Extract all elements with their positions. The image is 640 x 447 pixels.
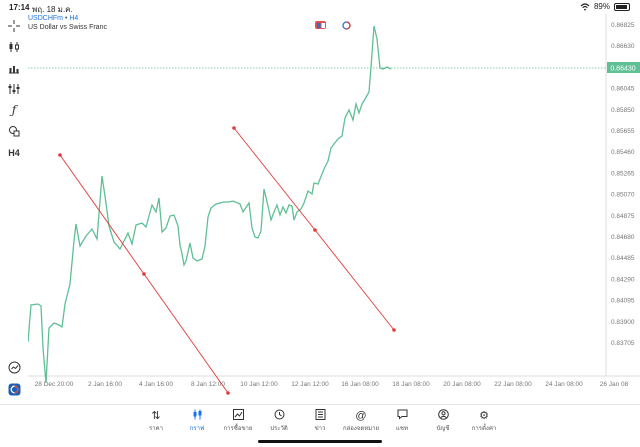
price-tick-label: 0.85655: [611, 128, 635, 135]
status-time: 17:14: [9, 3, 30, 12]
status-right: 89%: [580, 2, 630, 11]
symbol-separator: •: [64, 15, 68, 22]
time-tick-label: 12 Jan 12:00: [291, 381, 329, 388]
nav-chart[interactable]: กราฟ: [175, 409, 219, 433]
current-price-value: 0.86430: [610, 66, 635, 73]
wifi-icon: [580, 2, 590, 10]
nav-chat[interactable]: แชท: [380, 409, 424, 433]
status-date: พฤ. 18 ม.ค.: [32, 5, 73, 14]
nav-trade[interactable]: การซื้อขาย: [216, 409, 260, 433]
trend-handle[interactable]: [226, 391, 230, 395]
chat-icon: [380, 409, 424, 423]
news-icon: [298, 409, 342, 423]
account-icon: [421, 409, 465, 423]
symbol-name: USDCHFm: [28, 15, 63, 22]
nav-settings[interactable]: ⚙ การตั้งค่า: [462, 409, 506, 433]
bars-icon[interactable]: [4, 59, 24, 77]
price-tick-label: 0.85070: [611, 192, 635, 199]
app-icon[interactable]: [4, 380, 24, 398]
status-bar: 17:14 พฤ. 18 ม.ค. 89%: [0, 0, 640, 14]
price-tick-label: 0.84290: [611, 276, 635, 283]
symbol-timeframe: H4: [69, 15, 79, 22]
price-chart[interactable]: 0.868250.866300.862400.860450.858500.856…: [27, 14, 640, 404]
price-line: [27, 25, 392, 384]
price-tick-label: 0.85850: [611, 107, 635, 114]
home-indicator: [258, 440, 382, 443]
price-tick-label: 0.86825: [611, 22, 635, 29]
history-icon: [257, 409, 301, 423]
price-tick-label: 0.84875: [611, 213, 635, 220]
minimize-icon[interactable]: [4, 358, 24, 376]
trend-line-1-upper[interactable]: [59, 154, 145, 275]
trend-line-1-lower[interactable]: [143, 273, 229, 394]
time-tick-label: 16 Jan 08:00: [341, 381, 379, 388]
timeframe-button[interactable]: H4: [8, 148, 20, 158]
nav-account[interactable]: บัญชี: [421, 409, 465, 433]
price-tick-label: 0.83900: [611, 319, 635, 326]
price-tick-label: 0.84680: [611, 234, 635, 241]
quotes-icon: ⇅: [151, 410, 161, 422]
price-axis: 0.868250.866300.862400.860450.858500.856…: [611, 22, 635, 347]
price-tick-label: 0.85460: [611, 149, 635, 156]
price-tick-label: 0.86630: [611, 43, 635, 50]
symbol-description: US Dollar vs Swiss Franc: [28, 24, 107, 31]
one-click-trade-icon[interactable]: [315, 21, 326, 29]
function-icon[interactable]: ƒ: [11, 103, 17, 117]
trend-line-2-upper[interactable]: [233, 127, 316, 231]
chart-icon: [175, 409, 219, 423]
trade-icon: [216, 409, 260, 423]
nav-mailbox[interactable]: @ กล่องจดหมาย: [339, 409, 383, 433]
time-tick-label: 26 Jan 08: [600, 381, 629, 388]
shapes-icon[interactable]: [4, 122, 24, 140]
crosshair-icon[interactable]: [4, 17, 24, 35]
broker-logo-icon[interactable]: [341, 20, 352, 30]
price-tick-label: 0.84485: [611, 255, 635, 262]
candles-icon[interactable]: [4, 38, 24, 56]
trend-handle[interactable]: [313, 228, 317, 232]
time-tick-label: 10 Jan 12:00: [240, 381, 278, 388]
trend-line-2-lower[interactable]: [314, 229, 395, 331]
trend-handle[interactable]: [58, 153, 62, 157]
settings-icon: ⚙: [479, 410, 489, 422]
bottom-navigation: ⇅ ราคา กราฟ การซื้อขาย ประวัติ ข่าว @ กล…: [0, 404, 640, 447]
left-toolbar: ƒ H4: [0, 14, 28, 404]
time-tick-label: 18 Jan 08:00: [392, 381, 430, 388]
time-tick-label: 8 Jan 12:00: [191, 381, 225, 388]
trend-lines: [58, 126, 396, 395]
battery-level: [616, 4, 627, 9]
battery-percent: 89%: [593, 2, 610, 11]
price-tick-label: 0.85265: [611, 170, 635, 177]
time-tick-label: 24 Jan 08:00: [545, 381, 583, 388]
time-tick-label: 20 Jan 08:00: [443, 381, 481, 388]
battery-icon: [614, 2, 630, 11]
nav-history[interactable]: ประวัติ: [257, 409, 301, 433]
price-tick-label: 0.83705: [611, 340, 635, 347]
time-tick-label: 4 Jan 16:00: [139, 381, 173, 388]
indicators-icon[interactable]: [4, 80, 24, 98]
nav-news[interactable]: ข่าว: [298, 409, 342, 433]
price-tick-label: 0.84095: [611, 298, 635, 305]
mailbox-icon: @: [355, 410, 367, 422]
trend-handle[interactable]: [142, 272, 146, 276]
price-tick-label: 0.86045: [611, 86, 635, 93]
symbol-title[interactable]: USDCHFm • H4: [28, 15, 78, 22]
time-tick-label: 2 Jan 16:00: [88, 381, 122, 388]
nav-quotes[interactable]: ⇅ ราคา: [134, 409, 178, 433]
current-price-tag: [607, 62, 640, 73]
time-tick-label: 22 Jan 08:00: [494, 381, 532, 388]
trend-handle[interactable]: [232, 126, 236, 130]
time-tick-label: 28 Dec 20:00: [35, 381, 74, 388]
chart-canvas[interactable]: 0.868250.866300.862400.860450.858500.856…: [27, 14, 640, 404]
time-axis: 28 Dec 20:00 2 Jan 16:00 4 Jan 16:00 8 Jan …: [35, 381, 629, 388]
trend-handle[interactable]: [392, 328, 396, 332]
